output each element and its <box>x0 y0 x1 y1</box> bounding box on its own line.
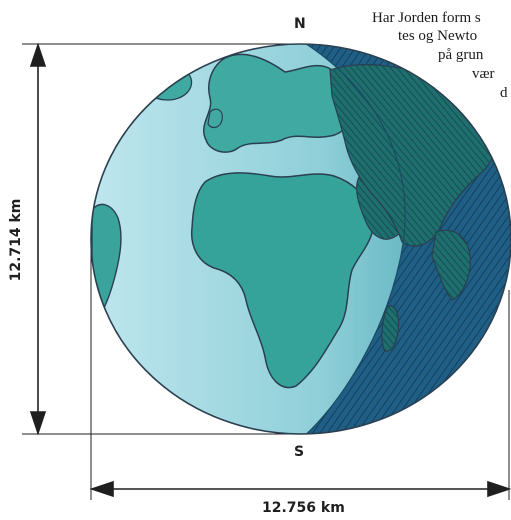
polar-diameter-label: 12.714 km <box>8 198 24 282</box>
terminator-line <box>299 44 406 434</box>
dimension-guides <box>22 43 510 500</box>
madagascar-landmass <box>381 305 400 352</box>
british-isles-landmass <box>207 108 223 129</box>
north-pole-label: N <box>294 16 306 32</box>
equatorial-diameter-label: 12.756 km <box>262 500 345 516</box>
earth-globe <box>90 43 511 435</box>
india-landmass <box>431 229 471 301</box>
polar-diameter-arrow <box>29 42 47 436</box>
south-pole-label: S <box>294 444 305 460</box>
africa-landmass <box>190 172 374 389</box>
equatorial-diameter-arrow <box>89 480 511 498</box>
europe-landmass <box>203 53 352 153</box>
greenland-landmass <box>139 63 193 101</box>
